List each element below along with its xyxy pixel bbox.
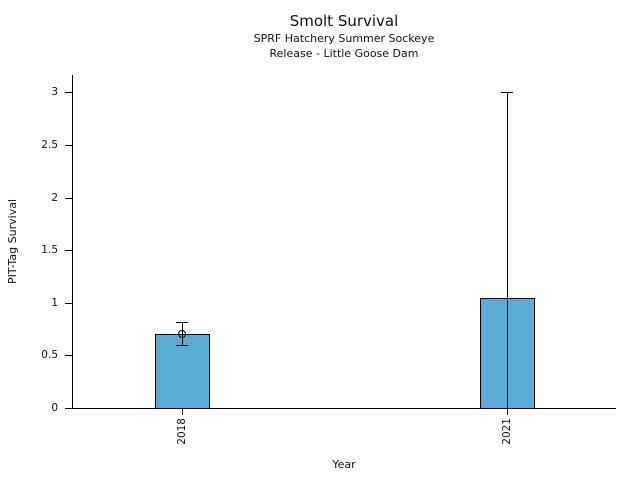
y-tick-label: 1 (51, 296, 58, 309)
x-tick-label-2018: 2018 (176, 418, 188, 445)
error-bar-cap-upper-2018 (176, 321, 188, 323)
error-bar-cap-lower-2021 (501, 408, 513, 409)
y-axis-spine (72, 75, 73, 409)
y-tick-label: 2 (51, 191, 58, 204)
y-axis-label: PIT-Tag Survival (6, 198, 19, 284)
point-marker-2018 (177, 330, 186, 339)
error-bar-cap-upper-2021 (501, 92, 513, 94)
y-tick-mark (65, 250, 72, 252)
x-tick-mark-2018 (181, 409, 183, 415)
y-tick-mark (65, 145, 72, 146)
y-tick-label: 0.5 (41, 349, 58, 362)
x-tick-label-2021: 2021 (501, 418, 513, 445)
chart-subtitle-line2: Release - Little Goose Dam (269, 47, 419, 60)
chart-title: Smolt Survival (289, 12, 399, 30)
y-tick-mark (65, 197, 72, 199)
y-tick-mark (65, 408, 72, 409)
x-tick-mark-2021 (506, 409, 508, 415)
x-axis-spine (72, 408, 616, 409)
y-tick-mark (65, 302, 72, 304)
chart-subtitle-line1: SPRF Hatchery Summer Sockeye (253, 32, 435, 45)
bar-2018 (154, 334, 210, 409)
y-tick-mark (65, 355, 72, 357)
y-tick-label: 1.5 (41, 244, 58, 257)
y-tick-label: 3 (51, 86, 58, 99)
plot-area: 0 0.5 1 1.5 2 2.5 3 2018 2021 (41, 75, 616, 445)
error-bar-cap-lower-2018 (176, 344, 188, 346)
y-tick-label: 2.5 (41, 139, 58, 151)
x-axis-label: Year (332, 458, 356, 471)
y-tick-mark (65, 92, 72, 94)
error-bar-line-2021 (506, 92, 508, 408)
y-tick-label: 0 (51, 402, 58, 414)
